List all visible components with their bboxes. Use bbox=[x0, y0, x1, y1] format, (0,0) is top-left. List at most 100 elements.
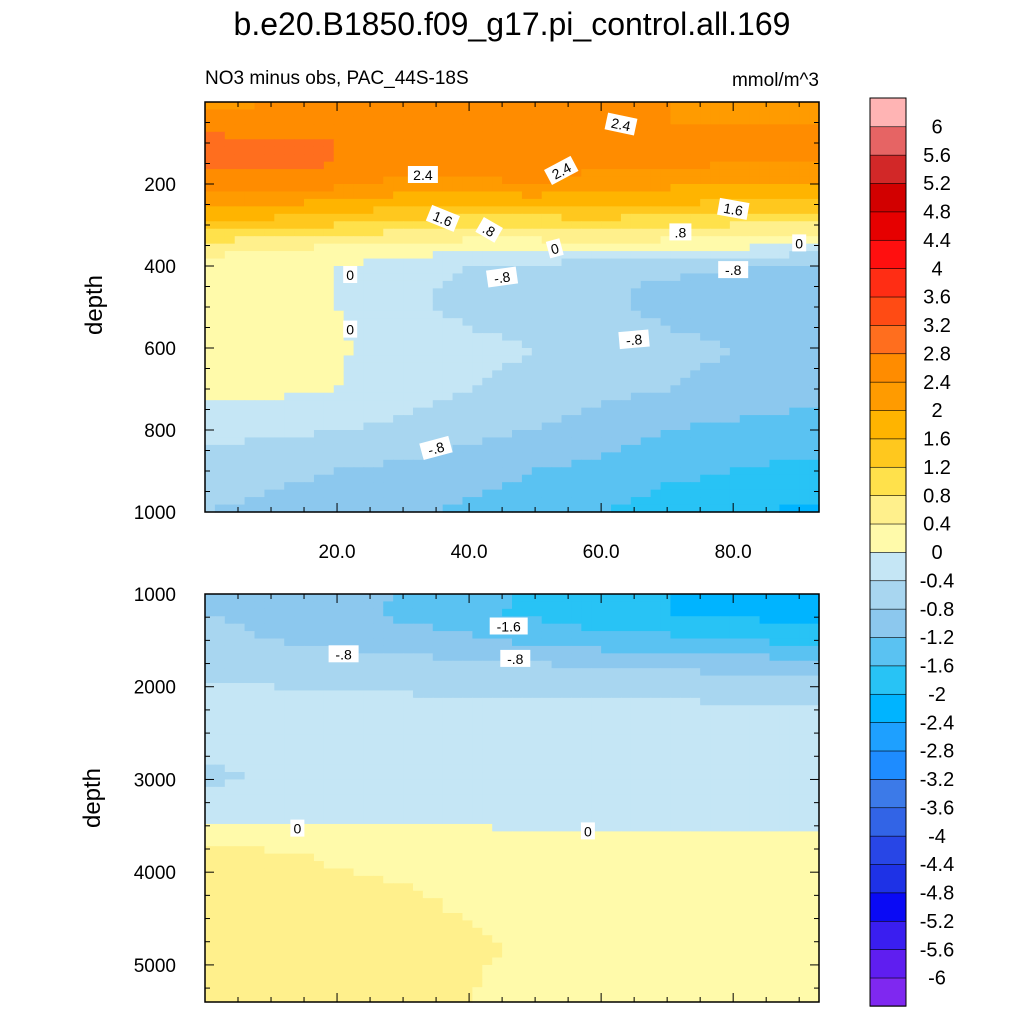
field-cell bbox=[640, 213, 652, 222]
field-cell bbox=[551, 370, 563, 379]
field-cell bbox=[304, 154, 315, 163]
field-cell bbox=[591, 266, 602, 275]
field-cell bbox=[660, 109, 672, 118]
field-cell bbox=[294, 645, 305, 654]
field-cell bbox=[541, 690, 553, 699]
field-cell bbox=[224, 601, 236, 610]
field-cell bbox=[482, 407, 493, 416]
field-cell bbox=[244, 213, 256, 222]
field-cell bbox=[620, 623, 632, 632]
field-cell bbox=[749, 705, 761, 714]
field-cell bbox=[472, 116, 483, 125]
field-cell bbox=[512, 742, 523, 751]
field-cell bbox=[799, 720, 810, 729]
field-cell bbox=[630, 169, 642, 178]
field-cell bbox=[373, 146, 384, 155]
field-cell bbox=[452, 459, 464, 468]
field-cell bbox=[591, 161, 602, 170]
field-cell bbox=[472, 243, 483, 252]
field-cell bbox=[551, 154, 563, 163]
field-cell bbox=[323, 273, 335, 282]
field-cell bbox=[452, 645, 464, 654]
field-cell bbox=[304, 422, 315, 431]
field-cell bbox=[244, 668, 256, 677]
field-cell bbox=[224, 377, 236, 386]
field-cell bbox=[512, 608, 523, 617]
field-cell bbox=[769, 325, 780, 334]
field-cell bbox=[442, 638, 454, 647]
field-cell bbox=[581, 497, 592, 506]
field-cell bbox=[462, 616, 473, 625]
field-cell bbox=[343, 631, 355, 640]
field-cell bbox=[205, 102, 216, 111]
field-cell bbox=[274, 697, 285, 706]
field-cell bbox=[264, 377, 275, 386]
field-cell bbox=[422, 295, 434, 304]
field-cell bbox=[630, 228, 642, 237]
field-cell bbox=[719, 720, 731, 729]
field-cell bbox=[749, 139, 761, 148]
field-cell bbox=[462, 139, 473, 148]
field-cell bbox=[313, 690, 325, 699]
field-cell bbox=[363, 258, 374, 267]
field-cell bbox=[690, 467, 701, 476]
field-cell bbox=[591, 631, 602, 640]
field-cell bbox=[581, 594, 592, 603]
field-cell bbox=[472, 727, 483, 736]
field-cell bbox=[264, 504, 275, 513]
field-cell bbox=[620, 482, 632, 491]
field-cell bbox=[234, 392, 246, 401]
field-cell bbox=[551, 594, 563, 603]
field-cell bbox=[710, 422, 721, 431]
field-cell bbox=[462, 749, 473, 758]
field-cell bbox=[304, 683, 315, 692]
field-cell bbox=[581, 430, 592, 439]
field-cell bbox=[214, 318, 226, 327]
field-cell bbox=[551, 474, 563, 483]
field-cell bbox=[412, 333, 424, 342]
field-cell bbox=[333, 295, 345, 304]
field-cell bbox=[531, 459, 543, 468]
field-cell bbox=[799, 407, 810, 416]
field-cell bbox=[521, 631, 533, 640]
field-cell bbox=[472, 109, 483, 118]
field-cell bbox=[313, 131, 325, 140]
field-cell bbox=[581, 459, 592, 468]
field-cell bbox=[284, 221, 295, 230]
field-cell bbox=[383, 139, 394, 148]
field-cell bbox=[660, 720, 672, 729]
field-cell bbox=[472, 221, 483, 230]
field-cell bbox=[531, 228, 543, 237]
field-cell bbox=[601, 236, 612, 245]
field-cell bbox=[690, 109, 701, 118]
field-cell bbox=[472, 601, 483, 610]
field-cell bbox=[620, 616, 632, 625]
field-cell bbox=[759, 169, 771, 178]
field-cell bbox=[640, 623, 652, 632]
field-cell bbox=[422, 146, 434, 155]
field-cell bbox=[462, 430, 473, 439]
field-cell bbox=[611, 720, 622, 729]
field-cell bbox=[581, 727, 592, 736]
field-cell bbox=[403, 497, 414, 506]
field-cell bbox=[710, 243, 721, 252]
field-cell bbox=[254, 355, 266, 364]
field-cell bbox=[274, 727, 285, 736]
field-cell bbox=[719, 131, 731, 140]
field-cell bbox=[393, 467, 404, 476]
field-cell bbox=[512, 482, 523, 491]
field-cell bbox=[323, 198, 335, 207]
field-cell bbox=[759, 266, 771, 275]
field-cell bbox=[799, 705, 810, 714]
field-cell bbox=[630, 362, 642, 371]
field-cell bbox=[739, 295, 751, 304]
field-cell bbox=[710, 288, 721, 297]
field-cell bbox=[710, 497, 721, 506]
field-cell bbox=[323, 221, 335, 230]
field-cell bbox=[482, 601, 493, 610]
field-cell bbox=[571, 176, 582, 185]
field-cell bbox=[482, 415, 493, 424]
field-cell bbox=[244, 720, 256, 729]
field-cell bbox=[343, 705, 355, 714]
